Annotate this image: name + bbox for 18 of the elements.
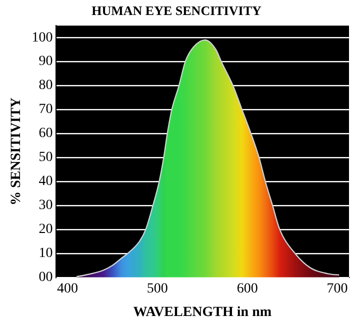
x-tick-label: 600 — [236, 281, 258, 296]
y-tick-label: 00 — [38, 270, 53, 286]
y-axis-title: % SENSITIVITY — [9, 98, 24, 206]
x-axis-title: WAVELENGTH in nm — [133, 305, 272, 320]
y-tick-label: 60 — [38, 126, 53, 142]
x-tick-label: 700 — [326, 281, 348, 296]
y-tick-label: 10 — [38, 246, 53, 262]
y-tick-label: 40 — [38, 174, 53, 190]
y-tick-label: 70 — [38, 102, 53, 118]
y-tick-label: 50 — [38, 150, 53, 166]
y-tick-label: 100 — [32, 30, 53, 46]
y-tick-label: 30 — [38, 198, 53, 214]
y-tick-label: 20 — [38, 222, 53, 238]
y-tick-label: 90 — [38, 54, 53, 70]
chart-title: HUMAN EYE SENCITIVITY — [92, 3, 262, 18]
x-tick-label: 400 — [56, 281, 78, 296]
x-tick-label: 500 — [146, 281, 168, 296]
y-tick-label: 80 — [38, 78, 53, 94]
